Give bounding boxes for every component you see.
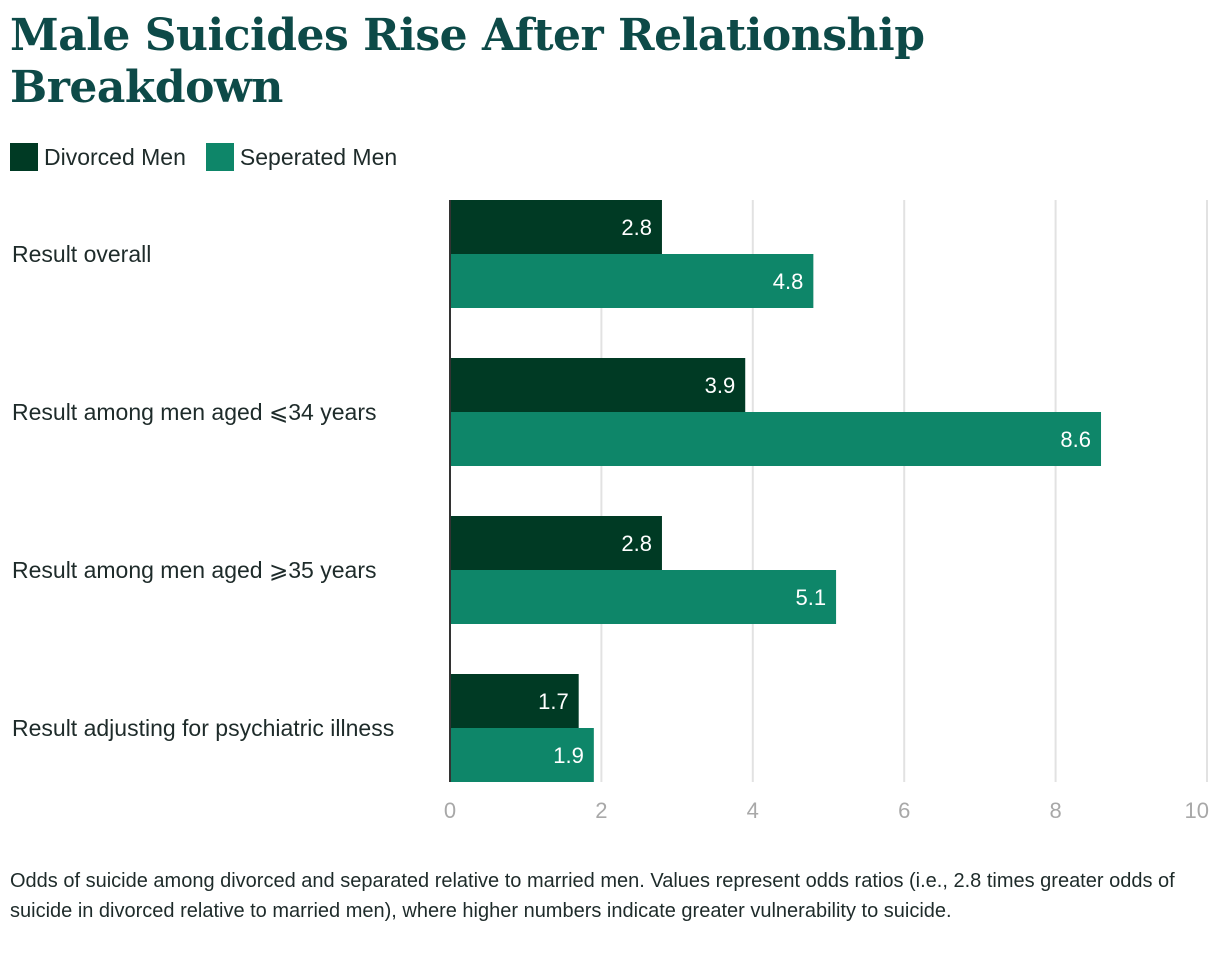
bar-label-divorced-3: 1.7 <box>538 689 569 714</box>
bar-divorced-2 <box>450 516 662 570</box>
bar-separated-3 <box>450 728 594 782</box>
x-tick-label-6: 6 <box>898 798 910 823</box>
x-tick-label-0: 0 <box>444 798 456 823</box>
legend-label-divorced: Divorced Men <box>44 143 186 170</box>
legend-item-separated: Seperated Men <box>205 143 398 171</box>
bar-chart: 2.8 4.8 Result overall 3.9 8.6 Result among m… <box>12 200 1209 823</box>
bar-label-divorced-2: 2.8 <box>621 531 652 556</box>
category-label-0: Result overall <box>12 241 151 267</box>
legend-item-divorced: Divorced Men <box>10 143 186 171</box>
x-tick-label-8: 8 <box>1049 798 1061 823</box>
bar-divorced-3 <box>450 674 579 728</box>
legend-swatch-divorced <box>10 143 38 171</box>
bar-divorced-0 <box>450 200 662 254</box>
bar-separated-0 <box>450 254 814 308</box>
x-tick-label-4: 4 <box>747 798 759 823</box>
category-label-2: Result among men aged ⩾35 years <box>12 557 376 583</box>
bar-label-divorced-1: 3.9 <box>705 373 736 398</box>
bar-label-separated-0: 4.8 <box>773 269 804 294</box>
bar-separated-1 <box>450 412 1102 466</box>
bar-label-divorced-0: 2.8 <box>621 215 652 240</box>
bar-label-separated-2: 5.1 <box>795 585 826 610</box>
legend-swatch-separated <box>205 143 234 171</box>
category-label-3: Result adjusting for psychiatric illness <box>12 715 394 741</box>
bar-divorced-1 <box>450 358 746 412</box>
x-tick-label-2: 2 <box>595 798 607 823</box>
bar-separated-2 <box>450 570 837 624</box>
legend-label-separated: Seperated Men <box>239 143 398 170</box>
x-tick-label-10: 10 <box>1185 798 1209 823</box>
chart-title: Male Suicides Rise After Relationship Br… <box>10 10 925 113</box>
bar-label-separated-1: 8.6 <box>1060 427 1091 452</box>
bar-label-separated-3: 1.9 <box>553 743 584 768</box>
legend: Divorced Men Seperated Men <box>10 142 397 172</box>
chart-caption: Odds of suicide among divorced and separ… <box>10 870 1175 922</box>
category-label-1: Result among men aged ⩽34 years <box>12 399 376 425</box>
